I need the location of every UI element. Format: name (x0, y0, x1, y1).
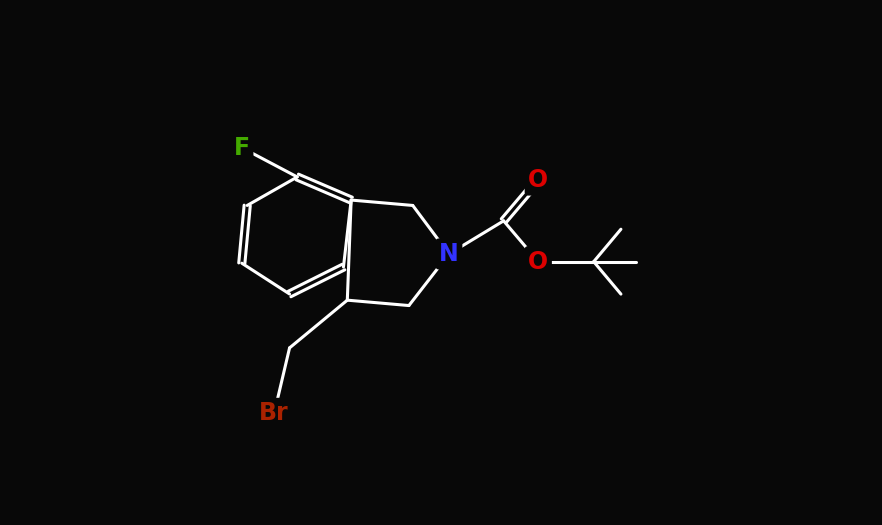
Text: O: O (528, 168, 549, 192)
Text: N: N (439, 242, 459, 266)
Text: Br: Br (259, 401, 289, 425)
Text: F: F (234, 135, 250, 160)
Text: O: O (528, 250, 549, 274)
